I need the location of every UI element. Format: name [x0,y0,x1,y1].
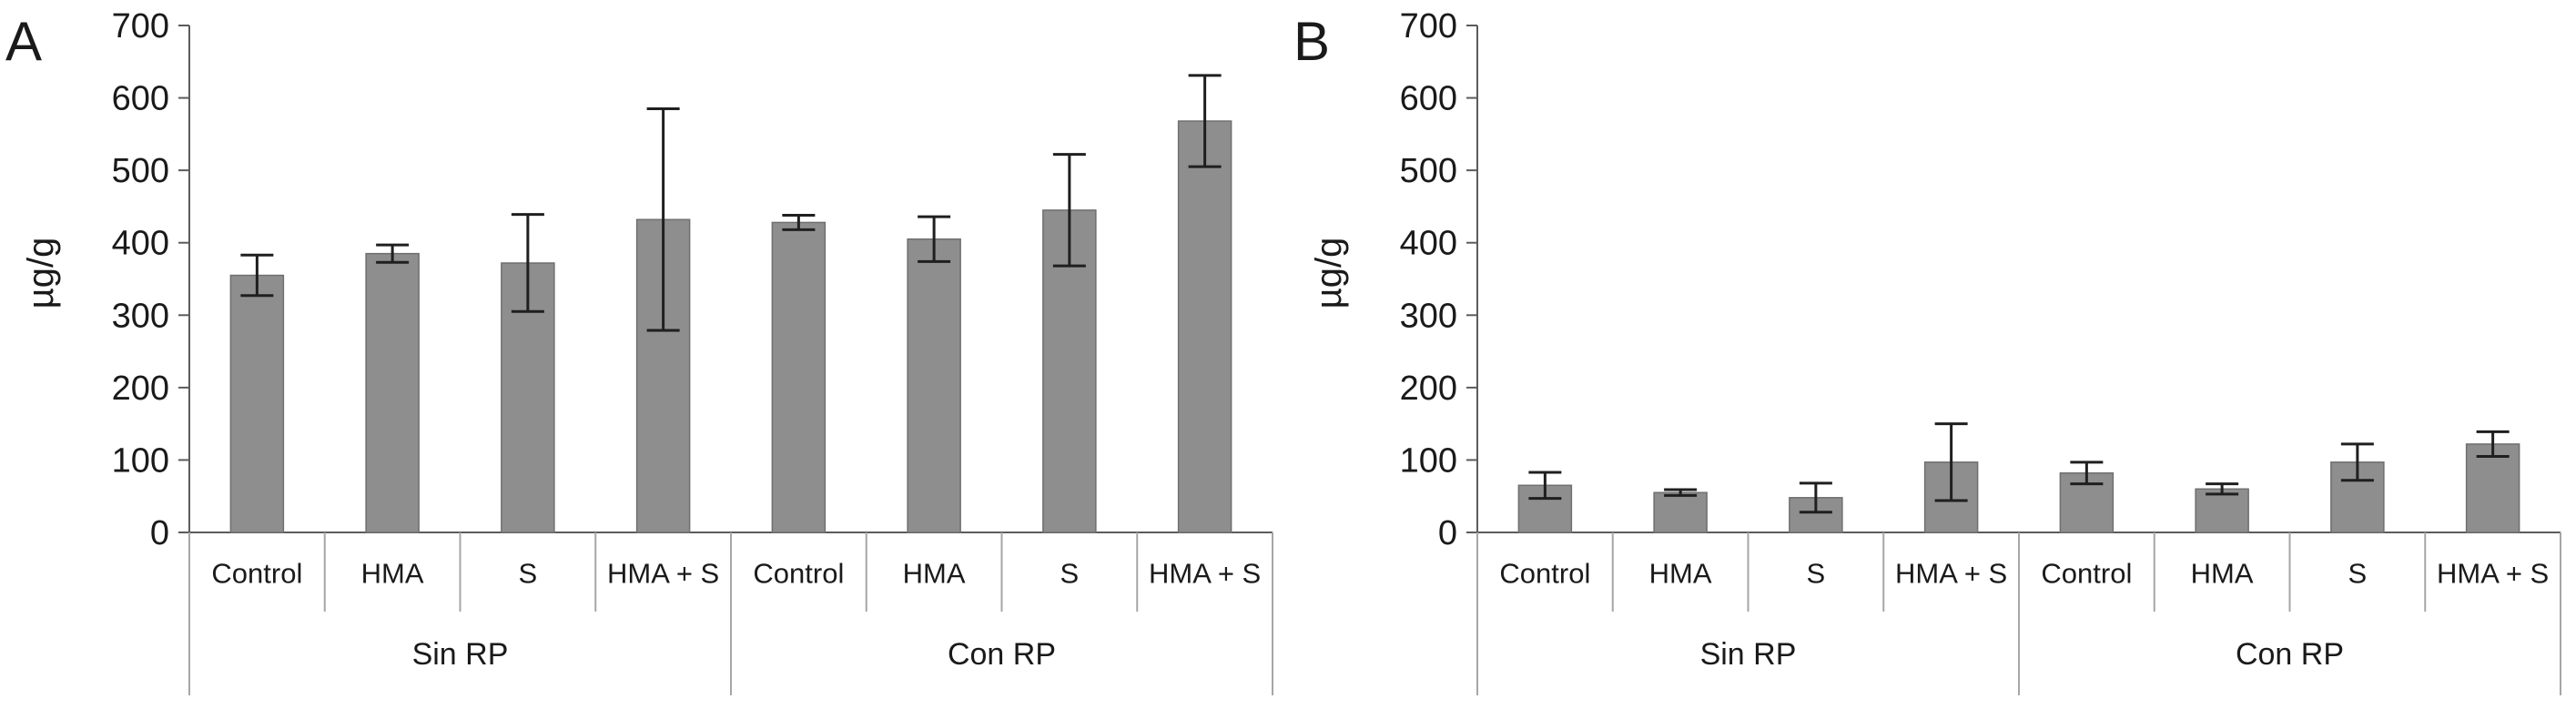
y-tick-label: 700 [112,7,169,46]
bar [229,274,285,533]
y-tick-label: 200 [1400,370,1457,408]
category-label: S [519,558,538,590]
y-tick-label: 200 [112,370,169,408]
group-label: Sin RP [412,637,509,672]
y-tick-label: 500 [112,152,169,190]
y-tick-label: 600 [1400,80,1457,118]
bar-chart-a: Aµg/g 0 100 200 300 400 500 600 700 Control HMA S HM… [5,7,1273,695]
panel-label: A [5,11,42,72]
category-label: HMA + S [2437,558,2549,590]
category-label: Control [753,558,844,590]
y-tick-label: 100 [1400,441,1457,480]
category-label: HMA + S [1895,558,2007,590]
bar [2195,488,2249,533]
category-label: Control [211,558,302,590]
y-tick-label: 400 [112,225,169,263]
bar-chart-b: Bµg/g 0 100 200 300 400 500 600 700 Control HMA S HM… [1293,7,2561,695]
category-label: HMA + S [607,558,719,590]
bar [2465,443,2520,533]
category-label: HMA [1649,558,1712,590]
category-label: HMA [2191,558,2254,590]
group-label: Sin RP [1700,637,1797,672]
category-label: HMA + S [1149,558,1261,590]
panel-label: B [1293,11,1330,72]
category-label: Control [1499,558,1590,590]
bar [907,238,961,533]
y-tick-label: 0 [150,514,169,552]
category-label: S [1060,558,1080,590]
y-tick-label: 300 [1400,297,1457,335]
bar [501,262,555,533]
group-label: Con RP [2236,637,2344,672]
bar [771,221,827,533]
category-label: Control [2041,558,2132,590]
category-label: S [1807,558,1826,590]
y-tick-label: 500 [1400,152,1457,190]
bar [1653,491,1708,533]
y-axis-title: µg/g [1309,238,1349,309]
y-tick-label: 700 [1400,7,1457,46]
y-tick-label: 400 [1400,225,1457,263]
category-label: HMA [903,558,966,590]
bar [1177,120,1232,533]
y-tick-label: 300 [112,297,169,335]
group-label: Con RP [948,637,1056,672]
bar [365,252,420,533]
y-tick-label: 100 [112,441,169,480]
y-tick-label: 600 [112,80,169,118]
y-axis-title: µg/g [21,238,61,309]
category-label: HMA [361,558,424,590]
y-tick-label: 0 [1438,514,1457,552]
category-label: S [2348,558,2368,590]
